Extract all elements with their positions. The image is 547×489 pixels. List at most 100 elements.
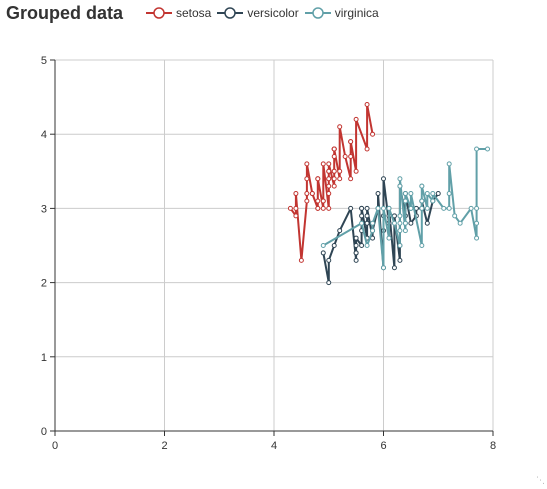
data-point[interactable]	[298, 257, 304, 263]
data-point[interactable]	[402, 198, 408, 204]
data-point[interactable]	[386, 235, 392, 241]
data-point[interactable]	[326, 280, 332, 286]
data-point[interactable]	[474, 235, 480, 241]
data-point[interactable]	[359, 213, 365, 219]
data-point[interactable]	[304, 198, 310, 204]
data-point[interactable]	[331, 146, 337, 152]
data-point[interactable]	[446, 191, 452, 197]
data-point[interactable]	[419, 198, 425, 204]
data-point[interactable]	[391, 265, 397, 271]
data-point[interactable]	[419, 243, 425, 248]
data-point[interactable]	[326, 168, 332, 174]
data-point[interactable]	[408, 205, 414, 211]
data-point[interactable]	[359, 243, 365, 248]
data-point[interactable]	[419, 205, 425, 211]
data-point[interactable]	[424, 220, 430, 226]
data-point[interactable]	[293, 205, 299, 211]
data-point[interactable]	[397, 228, 403, 234]
data-point[interactable]	[337, 228, 343, 234]
data-point[interactable]	[402, 191, 408, 197]
data-point[interactable]	[331, 183, 337, 189]
data-point[interactable]	[331, 168, 337, 174]
data-point[interactable]	[474, 220, 480, 226]
data-point[interactable]	[408, 220, 414, 226]
data-point[interactable]	[402, 228, 408, 234]
data-point[interactable]	[315, 198, 321, 204]
data-point[interactable]	[315, 205, 321, 211]
data-point[interactable]	[353, 235, 359, 241]
data-point[interactable]	[337, 168, 343, 174]
data-point[interactable]	[342, 153, 348, 159]
data-point[interactable]	[402, 220, 408, 226]
data-point[interactable]	[320, 198, 326, 204]
data-point[interactable]	[381, 205, 386, 211]
data-point[interactable]	[337, 124, 343, 130]
data-point[interactable]	[353, 168, 359, 174]
data-point[interactable]	[326, 191, 332, 197]
data-point[interactable]	[397, 220, 403, 226]
data-point[interactable]	[315, 176, 321, 182]
data-point[interactable]	[287, 205, 293, 211]
data-point[interactable]	[320, 161, 326, 167]
data-point[interactable]	[424, 191, 430, 197]
data-point[interactable]	[397, 243, 403, 248]
data-point[interactable]	[353, 250, 359, 256]
data-point[interactable]	[452, 213, 458, 219]
data-point[interactable]	[326, 176, 332, 182]
data-point[interactable]	[386, 205, 392, 211]
data-point[interactable]	[320, 205, 326, 211]
data-point[interactable]	[348, 205, 354, 211]
data-point[interactable]	[304, 161, 310, 167]
data-point[interactable]	[348, 176, 354, 182]
data-point[interactable]	[381, 265, 386, 271]
data-point[interactable]	[304, 191, 310, 197]
data-point[interactable]	[353, 116, 359, 122]
data-point[interactable]	[320, 250, 326, 256]
data-point[interactable]	[353, 257, 359, 263]
data-point[interactable]	[468, 205, 474, 211]
data-point[interactable]	[364, 102, 370, 108]
legend-item-setosa[interactable]: setosa	[146, 6, 211, 20]
data-point[interactable]	[370, 228, 376, 234]
data-point[interactable]	[397, 183, 403, 189]
data-point[interactable]	[419, 183, 425, 189]
data-point[interactable]	[326, 161, 332, 167]
data-point[interactable]	[359, 220, 365, 226]
data-point[interactable]	[370, 131, 376, 137]
data-point[interactable]	[391, 220, 397, 226]
data-point[interactable]	[359, 205, 365, 211]
data-point[interactable]	[364, 243, 370, 248]
data-point[interactable]	[309, 191, 315, 197]
data-point[interactable]	[397, 257, 403, 263]
data-point[interactable]	[348, 139, 354, 145]
data-point[interactable]	[457, 220, 463, 226]
data-point[interactable]	[397, 213, 403, 219]
data-point[interactable]	[331, 176, 337, 182]
data-point[interactable]	[424, 205, 430, 211]
data-point[interactable]	[381, 176, 386, 182]
data-point[interactable]	[446, 205, 452, 211]
data-point[interactable]	[370, 220, 376, 226]
data-point[interactable]	[293, 213, 299, 219]
data-point[interactable]	[326, 183, 332, 189]
data-point[interactable]	[430, 191, 436, 197]
data-point[interactable]	[364, 205, 370, 211]
data-point[interactable]	[441, 205, 447, 211]
data-point[interactable]	[375, 191, 381, 197]
data-point[interactable]	[320, 243, 326, 248]
data-point[interactable]	[397, 176, 403, 182]
data-point[interactable]	[435, 191, 441, 197]
data-point[interactable]	[326, 257, 332, 263]
data-point[interactable]	[331, 153, 337, 159]
data-point[interactable]	[474, 205, 480, 211]
data-point[interactable]	[375, 205, 381, 211]
data-point[interactable]	[293, 191, 299, 197]
data-point[interactable]	[337, 176, 343, 182]
data-point[interactable]	[364, 213, 370, 219]
data-point[interactable]	[430, 198, 436, 204]
data-point[interactable]	[364, 146, 370, 152]
data-point[interactable]	[331, 243, 337, 248]
data-point[interactable]	[348, 153, 354, 159]
data-point[interactable]	[353, 243, 359, 248]
data-point[interactable]	[446, 161, 452, 167]
